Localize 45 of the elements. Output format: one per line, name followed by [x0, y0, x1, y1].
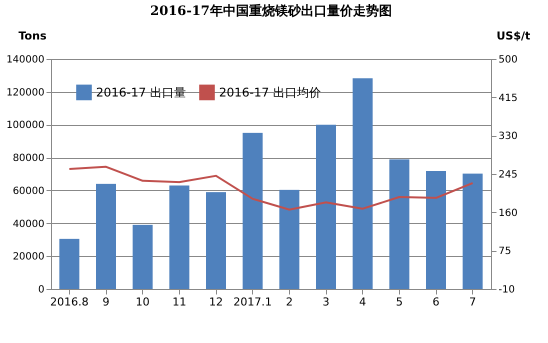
y2-tick-label: 330 — [498, 131, 518, 142]
x-tick-label: 11 — [172, 296, 186, 308]
legend-label: 2016-17 出口均价 — [219, 85, 321, 100]
y2-tick-label: 245 — [498, 170, 518, 180]
x-tick-label: 7 — [469, 296, 476, 308]
y-axis-title: Tons — [18, 30, 47, 42]
y2-tick-label: 75 — [498, 246, 512, 258]
bar — [206, 192, 226, 289]
y2-tick-label: 500 — [498, 54, 518, 66]
x-tick-label: 5 — [396, 296, 403, 308]
bar — [96, 184, 116, 289]
y-tick-label: 100000 — [6, 120, 44, 132]
chart-title: 2016-17年中国重烧镁砂出口量价走势图 — [150, 3, 392, 19]
y-tick-label: 120000 — [6, 87, 44, 98]
y-tick-label: 80000 — [12, 153, 44, 164]
x-tick-label: 2016.8 — [50, 296, 89, 308]
y-tick-label: 40000 — [12, 218, 44, 230]
x-tick-label: 2 — [286, 296, 293, 308]
y-tick-label: 20000 — [12, 252, 44, 263]
y-tick-label: 60000 — [12, 186, 44, 197]
x-tick-label: 4 — [359, 296, 366, 308]
bar — [389, 159, 410, 289]
x-tick-label: 9 — [102, 296, 110, 308]
x-tick-label: 2017.1 — [233, 296, 272, 308]
bar — [132, 224, 153, 289]
bar — [242, 132, 263, 289]
y-tick-label: 0 — [38, 284, 44, 296]
x-tick-label: 6 — [432, 296, 440, 308]
x-tick-label: 12 — [209, 296, 223, 308]
bar — [316, 124, 336, 289]
bar — [59, 238, 80, 289]
y2-axis-title: US$/t — [496, 30, 530, 42]
y2-tick-label: 415 — [498, 92, 518, 104]
bar — [426, 171, 446, 289]
y2-tick-label: -10 — [498, 284, 515, 296]
bar — [169, 186, 190, 289]
legend-label: 2016-17 出口量 — [96, 85, 186, 100]
line-series — [68, 166, 474, 211]
bar — [279, 190, 300, 289]
bar — [462, 174, 483, 289]
x-tick-label: 10 — [136, 296, 150, 308]
x-tick-label: 3 — [322, 296, 330, 308]
y2-tick-label: 160 — [498, 208, 518, 219]
y-tick-label: 140000 — [6, 54, 44, 66]
bar — [352, 78, 373, 289]
